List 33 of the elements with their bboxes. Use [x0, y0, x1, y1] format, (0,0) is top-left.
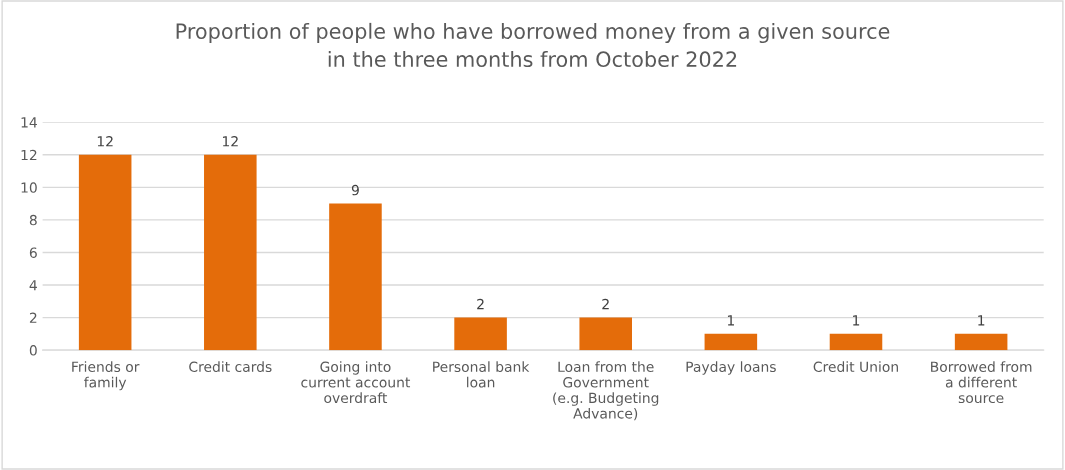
x-tick-label: Borrowed from a different source — [931, 361, 1032, 404]
y-tick-label: 8 — [29, 214, 37, 226]
data-label: 12 — [223, 136, 238, 147]
data-label: 2 — [477, 298, 484, 310]
bar — [204, 154, 257, 351]
bar — [454, 317, 507, 351]
bar — [829, 333, 883, 351]
data-label: 1 — [727, 315, 734, 326]
y-tick-label: 2 — [29, 312, 37, 323]
x-tick-label: Personal bank loan — [433, 361, 530, 388]
data-label: 9 — [351, 184, 359, 196]
y-tick-label: 14 — [21, 117, 37, 128]
y-tick-label: 4 — [29, 280, 37, 291]
x-tick-label: Friends or family — [72, 361, 140, 391]
bar — [579, 317, 632, 351]
y-tick-label: 0 — [29, 345, 37, 356]
y-tick-label: 6 — [29, 247, 37, 258]
x-tick-label: Credit cards — [189, 361, 272, 373]
x-tick-label: Going into current account overdraft — [301, 361, 411, 404]
x-tick-label: Loan from the Government (e.g. Budgeting Advance) — [553, 361, 659, 421]
bar — [329, 203, 382, 351]
data-label: 12 — [97, 136, 113, 147]
y-tick-label: 12 — [21, 149, 37, 161]
bar — [954, 333, 1008, 351]
chart-title: Proportion of people who have borrowed money from a given source in the three months from October 2022 — [176, 22, 890, 68]
x-tick-label: Credit Union — [813, 361, 898, 373]
y-tick-label: 10 — [21, 182, 37, 193]
data-label: 1 — [853, 315, 860, 326]
data-label: 2 — [602, 298, 609, 310]
bar — [78, 154, 132, 351]
bar — [704, 333, 758, 351]
data-label: 1 — [978, 315, 985, 326]
x-tick-label: Payday loans — [686, 361, 776, 375]
